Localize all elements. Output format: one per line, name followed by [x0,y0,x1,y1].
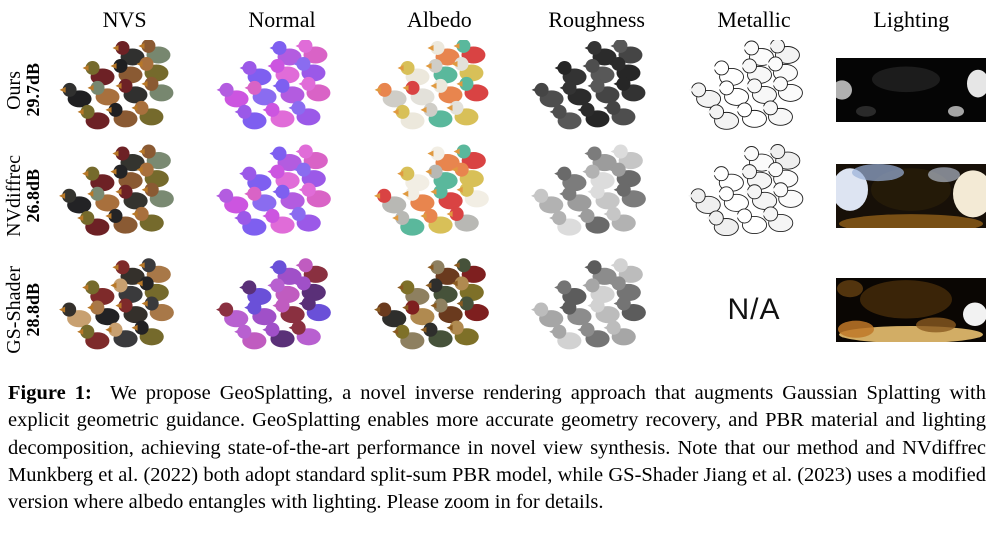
figure-caption: Figure 1: We propose GeoSplatting, a nov… [8,380,986,516]
psnr-metric: 26.8dB [23,169,43,223]
cell-ours-metallic [675,38,832,142]
cell-gs-shader-roughness [518,250,675,370]
method-name: GS-Shader [3,266,25,354]
column-header-roughness: Roughness [548,7,645,32]
row-label-ours: Ours 29.7dB [0,38,46,142]
cell-gs-shader-albedo [361,250,518,370]
method-name: NVdiffrec [3,155,25,237]
cell-gs-shader-metallic: N/A [675,250,832,370]
figure-1: NVS Normal Albedo Roughness Metallic Lig… [0,2,990,516]
cell-nvdiffrec-metallic [675,142,832,250]
cell-gs-shader-lighting [833,250,990,370]
psnr-metric: 28.8dB [23,283,43,337]
column-header-lighting: Lighting [873,7,950,32]
cell-nvdiffrec-albedo [361,142,518,250]
column-header-normal: Normal [248,7,316,32]
psnr-metric: 29.7dB [23,63,43,117]
column-header-albedo: Albedo [406,7,472,32]
cell-nvdiffrec-roughness [518,142,675,250]
cell-ours-normal [203,38,360,142]
na-label: N/A [727,293,781,326]
cell-gs-shader-normal [203,250,360,370]
column-header-nvs: NVS [102,7,147,32]
cell-nvdiffrec-normal [203,142,360,250]
cell-gs-shader-nvs [46,250,203,370]
column-header-metallic: Metallic [717,7,791,32]
cell-ours-roughness [518,38,675,142]
caption-figure-label: Figure 1: [8,382,92,404]
cell-ours-nvs [46,38,203,142]
cell-nvdiffrec-nvs [46,142,203,250]
method-name: Ours [3,70,25,110]
caption-text: We propose GeoSplatting, a novel inverse… [8,382,987,513]
comparison-grid: NVS Normal Albedo Roughness Metallic Lig… [0,2,990,370]
cell-nvdiffrec-lighting [833,142,990,250]
row-label-gs-shader: GS-Shader 28.8dB [0,250,46,370]
grid-corner-spacer [0,2,46,38]
cell-ours-albedo [361,38,518,142]
row-label-nvdiffrec: NVdiffrec 26.8dB [0,142,46,250]
cell-ours-lighting [833,38,990,142]
